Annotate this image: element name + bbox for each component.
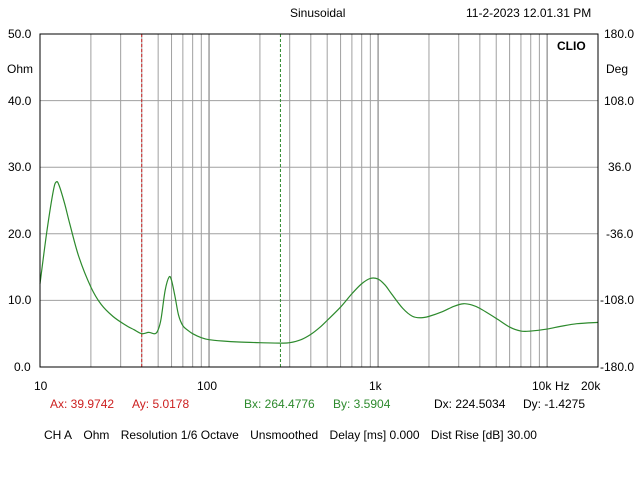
y2-tick-label: 36.0: [608, 160, 632, 174]
plot-frame: [39, 33, 599, 368]
cursor-dx-readout: Dx: 224.5034: [434, 397, 506, 411]
channel-label: CH A: [44, 428, 73, 442]
cursor-b-x-readout: Bx: 264.4776: [244, 397, 315, 411]
clio-brand: CLIO: [557, 39, 586, 53]
grid-lines: [40, 34, 598, 367]
x-tick-label: 100: [197, 379, 218, 393]
smoothing-label: Unsmoothed: [250, 428, 319, 442]
y-tick-label: 10.0: [8, 293, 32, 307]
cursor-b-y-readout: By: 3.5904: [333, 397, 391, 411]
y2-tick-label: -180.0: [600, 360, 635, 374]
y-tick-label: 50.0: [8, 27, 32, 41]
dist-rise-label: Dist Rise [dB] 30.00: [430, 428, 537, 442]
mode-label: Sinusoidal: [290, 6, 346, 20]
y-tick-label: 20.0: [8, 227, 32, 241]
impedance-curve: [39, 181, 599, 344]
y2-tick-label: -36.0: [606, 227, 634, 241]
y2-tick-label: 108.0: [604, 94, 635, 108]
left-axis-unit: Ohm: [7, 62, 34, 76]
cursor-dy-readout: Dy: -1.4275: [523, 397, 586, 411]
x-tick-label: 10k: [532, 379, 552, 393]
unit-label: Ohm: [83, 428, 110, 442]
x-tick-label: 20k: [581, 379, 601, 393]
x-axis-unit: Hz: [555, 379, 570, 393]
delay-label: Delay [ms] 0.000: [329, 428, 420, 442]
y-tick-label: 30.0: [8, 160, 32, 174]
x-tick-label: 10: [34, 379, 48, 393]
y2-tick-label: 180.0: [604, 27, 635, 41]
cursor-a-y-readout: Ay: 5.0178: [132, 397, 190, 411]
y2-tick-label: -108.0: [600, 293, 635, 307]
right-axis-unit: Deg: [606, 62, 629, 76]
x-tick-label: 1k: [369, 379, 382, 393]
y-tick-label: 0.0: [14, 360, 31, 374]
y-tick-label: 40.0: [8, 94, 32, 108]
cursor-a-x-readout: Ax: 39.9742: [50, 397, 115, 411]
status-footer: CH A Ohm Resolution 1/6 Octave Unsmoothe…: [44, 428, 545, 442]
datetime-label: 11-2-2023 12.01.31 PM: [466, 6, 592, 20]
resolution-label: Resolution 1/6 Octave: [120, 428, 239, 442]
